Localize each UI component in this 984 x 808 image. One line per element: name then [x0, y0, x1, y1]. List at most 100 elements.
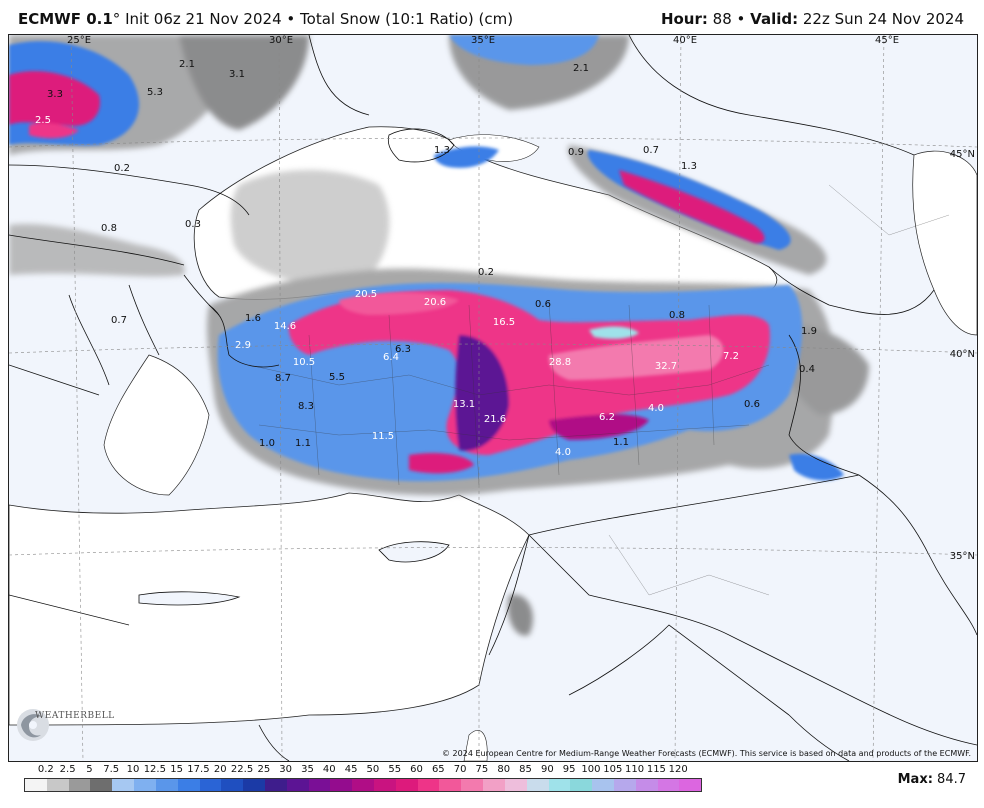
scale-swatch: [90, 779, 113, 791]
scale-label: 50: [366, 764, 380, 775]
lon-label: 40°E: [673, 35, 697, 46]
forecast-time: Hour: 88 • Valid: 22z Sun 24 Nov 2024: [661, 10, 964, 28]
scale-swatch: [526, 779, 549, 791]
scale-swatch: [243, 779, 265, 791]
scale-label: 20: [213, 764, 227, 775]
header: ECMWF 0.1° Init 06z 21 Nov 2024 • Total …: [0, 0, 984, 36]
snow-value-labels: 3.3 2.5 2.1 3.1 5.3 2.1 1.3 0.9 0.7 1.3 …: [35, 59, 817, 458]
snow-value: 1.1: [613, 437, 629, 448]
scale-swatch: [221, 779, 244, 791]
snow-value: 20.5: [355, 289, 377, 300]
scale-label: 105: [603, 764, 623, 775]
lon-label: 45°E: [875, 35, 899, 46]
scale-swatch: [417, 779, 440, 791]
scale-swatch: [548, 779, 571, 791]
snow-value: 32.7: [655, 361, 677, 372]
scale-label: 90: [540, 764, 554, 775]
crimea: [387, 128, 455, 163]
scale-label: 15: [170, 764, 184, 775]
scale-swatch: [570, 779, 593, 791]
init-time: Init 06z 21 Nov 2024: [125, 10, 282, 28]
scale-label: 2.5: [59, 764, 76, 775]
scale-label: 45: [344, 764, 358, 775]
snow-value: 0.4: [799, 364, 815, 375]
caspian-sea: [912, 150, 977, 336]
map-canvas: 25°E 30°E 35°E 40°E 45°E 45°N 40°N 35°N …: [9, 35, 977, 761]
scale-label: 22.5: [230, 764, 254, 775]
scale-label: 7.5: [103, 764, 120, 775]
snow-value: 20.6: [424, 297, 446, 308]
scale-swatch: [483, 779, 505, 791]
snow-value: 1.1: [295, 438, 311, 449]
scale-label: 55: [388, 764, 402, 775]
logo-text: WEATHERBELL: [35, 711, 115, 721]
scale-label: 100: [581, 764, 601, 775]
snow-map: 25°E 30°E 35°E 40°E 45°E 45°N 40°N 35°N …: [8, 34, 978, 762]
scale-labels: 0.2 2.5 5 7.5 10 12.5 15 17.5 20 22.5 25 30 35 40 45 50…: [24, 764, 704, 778]
snow-value: 6.2: [599, 412, 615, 423]
color-scale: 0.2 2.5 5 7.5 10 12.5 15 17.5 20 22.5 25 30 35 40 45 50…: [24, 764, 704, 794]
separator: •: [736, 10, 746, 28]
snow-value: 0.7: [643, 145, 659, 156]
valid-label: Valid:: [750, 10, 799, 28]
longitude-labels: 25°E 30°E 35°E 40°E 45°E: [67, 35, 899, 46]
scale-swatch: [308, 779, 331, 791]
scale-swatch: [134, 779, 156, 791]
snow-value: 2.1: [179, 59, 195, 70]
scale-label: 25: [257, 764, 271, 775]
snow-value: 0.2: [114, 163, 130, 174]
product-name: Total Snow (10:1 Ratio) (cm): [300, 10, 514, 28]
scale-swatch: [112, 779, 135, 791]
snow-value: 28.8: [549, 357, 571, 368]
scale-label: 35: [301, 764, 314, 775]
scale-label: 0.2: [37, 764, 54, 775]
snow-value: 5.5: [329, 372, 345, 383]
snow-value: 10.5: [293, 357, 315, 368]
snow-value: 1.9: [801, 326, 817, 337]
snow-value: 1.6: [245, 313, 261, 324]
scale-swatch: [199, 779, 222, 791]
logo-swirl-icon: [17, 709, 49, 741]
lon-label: 25°E: [67, 35, 91, 46]
degree-symbol: °: [112, 10, 121, 28]
scale-label: 95: [562, 764, 576, 775]
snow-value: 4.0: [648, 403, 664, 414]
borders: [9, 35, 977, 761]
scale-swatch: [25, 779, 47, 791]
scale-swatch: [439, 779, 462, 791]
hour-label: Hour:: [660, 10, 708, 28]
scale-swatch: [286, 779, 309, 791]
model-name: ECMWF 0.1: [18, 10, 113, 28]
scale-label: 80: [497, 764, 511, 775]
latitude-labels: 45°N 40°N 35°N: [950, 149, 975, 562]
aegean-sea: [103, 354, 210, 496]
scale-swatch: [461, 779, 484, 791]
snow-value: 2.5: [35, 115, 51, 126]
scale-label: 65: [431, 764, 445, 775]
snow-value: 1.3: [434, 145, 450, 156]
snow-value: 0.2: [478, 267, 494, 278]
scale-swatch: [177, 779, 200, 791]
scale-swatch: [68, 779, 91, 791]
lon-label: 35°E: [471, 35, 495, 46]
scale-swatch: [352, 779, 374, 791]
scale-label: 120: [668, 764, 688, 775]
heavy-snow-areas: [9, 71, 770, 474]
lat-label: 35°N: [950, 551, 975, 562]
scale-swatch: [635, 779, 658, 791]
scale-swatch: [395, 779, 418, 791]
scale-label: 17.5: [187, 764, 210, 775]
snow-value: 2.9: [235, 340, 251, 351]
scale-bar: [24, 778, 702, 792]
snow-value: 0.8: [101, 223, 117, 234]
max-value-readout: Max: 84.7: [898, 772, 966, 787]
very-heavy-snow-areas: [339, 292, 724, 380]
scale-label: 40: [322, 764, 336, 775]
snow-value: 13.1: [453, 399, 475, 410]
scale-swatch: [613, 779, 636, 791]
scale-swatch: [46, 779, 69, 791]
snow-value: 1.3: [681, 161, 697, 172]
snow-value: 14.6: [274, 321, 296, 332]
snow-value: 0.6: [744, 399, 760, 410]
graticule: [9, 35, 977, 761]
